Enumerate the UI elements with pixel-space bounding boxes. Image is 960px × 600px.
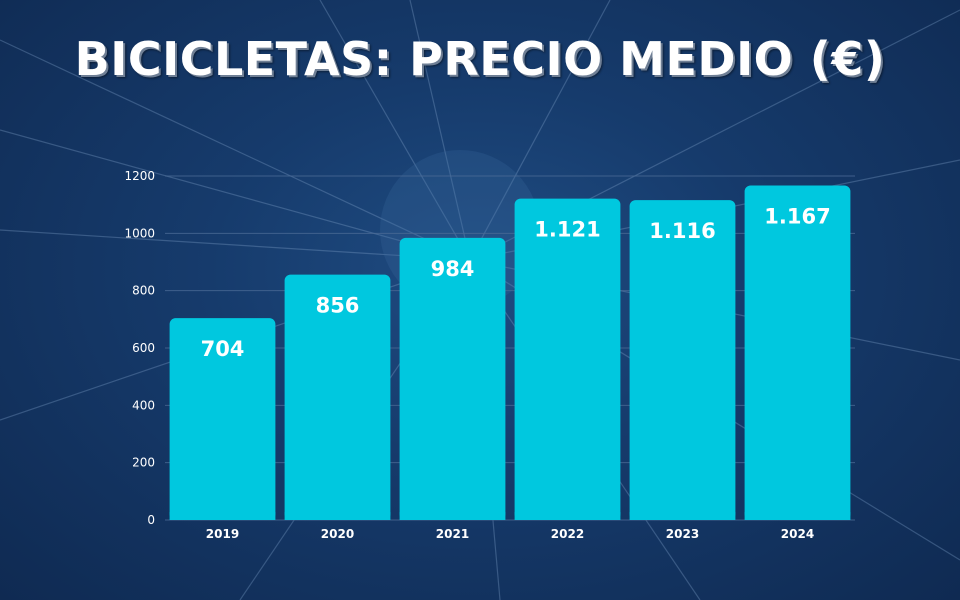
y-tick-label: 800 — [132, 284, 155, 298]
x-tick-label: 2020 — [321, 527, 354, 541]
x-tick-label: 2021 — [436, 527, 469, 541]
data-label: 1.121 — [534, 218, 600, 242]
data-label: 704 — [201, 337, 245, 361]
y-tick-label: 400 — [132, 398, 155, 412]
x-tick-label: 2023 — [666, 527, 699, 541]
bar — [399, 237, 506, 521]
bar-base — [284, 512, 391, 520]
y-tick-label: 200 — [132, 456, 155, 470]
y-tick-label: 1200 — [124, 169, 155, 183]
bar — [169, 318, 276, 520]
x-tick-label: 2024 — [781, 527, 814, 541]
data-label: 984 — [431, 257, 475, 281]
data-label: 856 — [316, 294, 360, 318]
bar — [744, 185, 851, 520]
y-tick-label: 0 — [147, 513, 155, 527]
bar-base — [169, 512, 276, 520]
data-label: 1.167 — [764, 204, 830, 228]
bar-base — [514, 512, 621, 520]
bar-base — [399, 512, 506, 520]
y-tick-label: 1000 — [124, 226, 155, 240]
bar — [514, 198, 621, 520]
bar — [284, 274, 391, 520]
bar-base — [744, 512, 851, 520]
bar — [629, 200, 736, 520]
y-tick-label: 600 — [132, 341, 155, 355]
data-label: 1.116 — [649, 219, 715, 243]
x-tick-label: 2022 — [551, 527, 584, 541]
chart-title: BICICLETAS: PRECIO MEDIO (€) — [74, 32, 886, 86]
x-tick-label: 2019 — [206, 527, 239, 541]
bar-base — [629, 512, 736, 520]
